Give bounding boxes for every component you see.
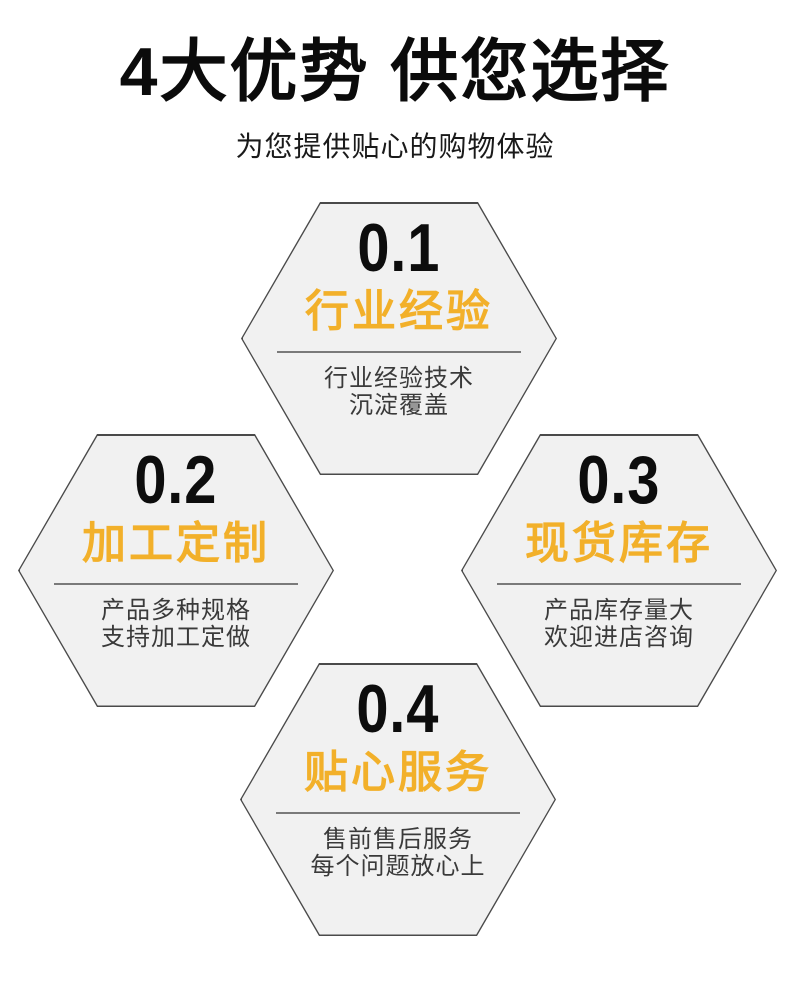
divider	[277, 350, 521, 353]
advantage-description: 产品多种规格 支持加工定做	[101, 597, 251, 652]
advantage-hexagon-3: 0.3 现货库存 产品库存量大 欢迎进店咨询	[461, 434, 777, 707]
advantage-heading: 加工定制	[82, 518, 270, 568]
advantage-hexagon-2: 0.2 加工定制 产品多种规格 支持加工定做	[18, 434, 334, 707]
description-line: 欢迎进店咨询	[544, 624, 694, 652]
advantage-description: 产品库存量大 欢迎进店咨询	[544, 597, 694, 652]
advantage-heading: 行业经验	[305, 286, 493, 336]
description-line: 产品多种规格	[101, 596, 251, 624]
advantage-hexagon-1: 0.1 行业经验 行业经验技术 沉淀覆盖	[241, 202, 557, 475]
advantage-number: 0.3	[577, 441, 661, 518]
page-title: 4大优势 供您选择	[119, 34, 671, 110]
description-line: 产品库存量大	[544, 596, 694, 624]
hexagon-content: 0.4 贴心服务 售前售后服务 每个问题放心上	[241, 664, 555, 935]
hexagon-content: 0.1 行业经验 行业经验技术 沉淀覆盖	[242, 203, 556, 474]
description-line: 沉淀覆盖	[349, 392, 449, 420]
description-line: 行业经验技术	[324, 364, 474, 392]
page-subtitle: 为您提供贴心的购物体验	[235, 131, 555, 162]
divider	[54, 582, 298, 585]
advantage-hexagon-4: 0.4 贴心服务 售前售后服务 每个问题放心上	[240, 663, 556, 936]
advantage-description: 售前售后服务 每个问题放心上	[311, 826, 486, 881]
divider	[276, 811, 520, 814]
advantage-number: 0.4	[356, 670, 440, 747]
advantage-heading: 现货库存	[525, 518, 713, 568]
advantage-number: 0.2	[134, 441, 218, 518]
description-line: 每个问题放心上	[310, 853, 486, 881]
advantage-description: 行业经验技术 沉淀覆盖	[324, 365, 474, 420]
advantage-heading: 贴心服务	[304, 747, 492, 797]
divider	[497, 582, 741, 585]
hexagon-content: 0.3 现货库存 产品库存量大 欢迎进店咨询	[462, 435, 776, 706]
advantage-number: 0.1	[357, 209, 441, 286]
description-line: 支持加工定做	[101, 624, 251, 652]
description-line: 售前售后服务	[323, 825, 473, 853]
